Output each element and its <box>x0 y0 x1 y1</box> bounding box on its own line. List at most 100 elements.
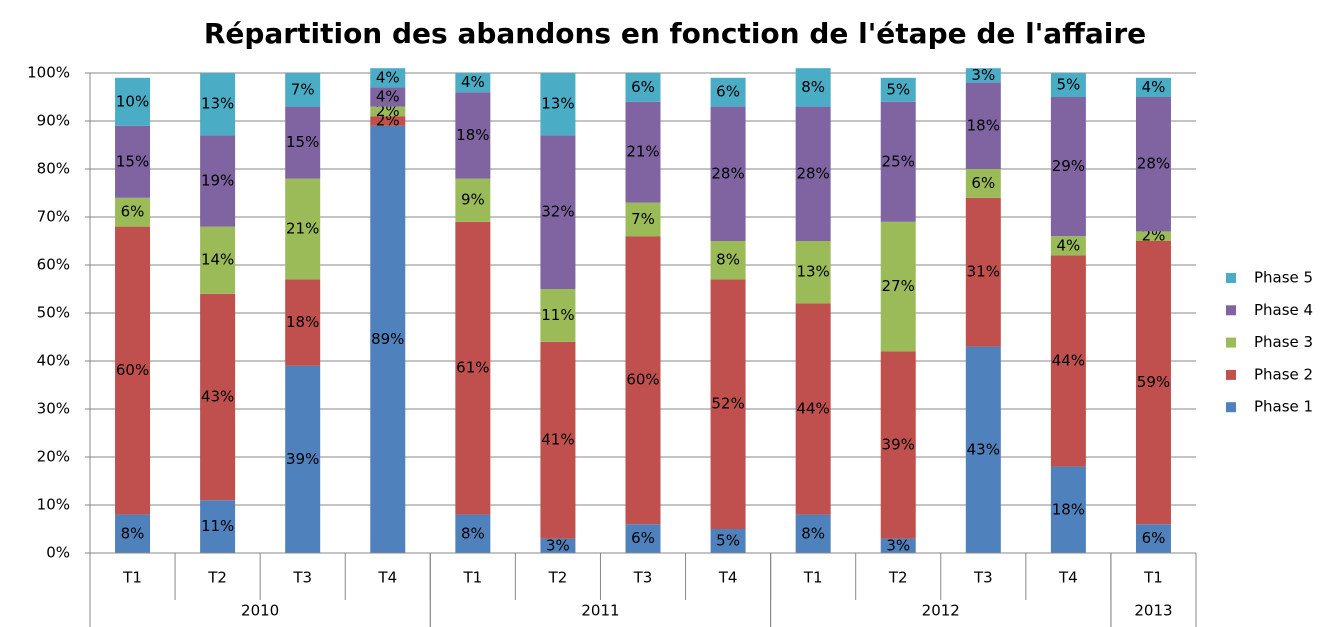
bar-segment <box>1135 97 1171 232</box>
bar-segment <box>1050 97 1086 237</box>
bar-segment <box>200 500 236 553</box>
bar-segment <box>285 178 321 280</box>
bar-segment <box>455 514 491 553</box>
bar-segment <box>710 279 746 529</box>
bar-segment <box>710 77 746 107</box>
data-label: 29% <box>1052 157 1085 175</box>
bar-segment <box>455 92 491 179</box>
data-label: 15% <box>286 133 319 151</box>
data-label: 60% <box>626 371 659 389</box>
x-tick-label: T2 <box>207 569 227 587</box>
data-label: 13% <box>201 95 234 113</box>
data-label: 11% <box>201 517 234 535</box>
data-label: 8% <box>801 78 825 96</box>
data-label: 13% <box>796 263 829 281</box>
bar-segment <box>200 135 236 227</box>
bar-segment <box>880 101 916 222</box>
data-label: 28% <box>1137 155 1170 173</box>
data-label: 25% <box>882 152 915 170</box>
bar-segment <box>710 241 746 280</box>
data-label: 7% <box>631 210 655 228</box>
data-label: 21% <box>286 220 319 238</box>
bar-segment <box>1135 524 1171 553</box>
data-label: 52% <box>711 395 744 413</box>
data-label: 3% <box>546 536 570 554</box>
bar-segment <box>795 106 831 241</box>
data-label: 32% <box>541 203 574 221</box>
x-tick-label: T1 <box>1143 569 1163 587</box>
bar-segment <box>285 73 321 107</box>
data-label: 4% <box>376 88 400 106</box>
bar-segment <box>540 341 576 539</box>
bar-segment <box>965 197 1001 347</box>
bar-segment <box>625 236 661 525</box>
bar-segment <box>965 82 1001 169</box>
bar-segment <box>455 221 491 515</box>
bar-segment <box>710 529 746 553</box>
x-tick-label: T3 <box>973 569 993 587</box>
data-label: 28% <box>711 164 744 182</box>
bar-segment <box>1135 231 1171 241</box>
group-label: 2012 <box>922 602 960 620</box>
bar-segment <box>965 346 1001 553</box>
data-label: 3% <box>886 536 910 554</box>
data-label: 59% <box>1137 373 1170 391</box>
bar-segment <box>880 351 916 539</box>
data-label: 3% <box>971 66 995 84</box>
bar-segment <box>880 77 916 102</box>
group-label: 2013 <box>1134 602 1172 620</box>
data-label: 43% <box>967 440 1000 458</box>
group-label: 2011 <box>581 602 619 620</box>
data-label: 8% <box>121 524 145 542</box>
bar-segment <box>115 514 151 553</box>
data-label: 89% <box>371 330 404 348</box>
data-label: 6% <box>631 78 655 96</box>
data-label: 44% <box>796 400 829 418</box>
bar-segment <box>370 68 406 88</box>
data-label: 14% <box>201 251 234 269</box>
legend-swatch <box>1226 369 1236 380</box>
x-tick-label: T3 <box>633 569 653 587</box>
bar-segment <box>540 73 576 136</box>
data-label: 31% <box>967 263 1000 281</box>
bar-segment <box>1050 466 1086 553</box>
y-tick-label: 50% <box>37 304 70 322</box>
bar-segment <box>795 68 831 107</box>
bar-segment <box>115 125 151 198</box>
bar-segment <box>880 538 916 553</box>
y-tick-label: 80% <box>37 160 70 178</box>
data-label: 10% <box>116 92 149 110</box>
data-label: 8% <box>801 524 825 542</box>
bar-segment <box>285 279 321 366</box>
legend-swatch <box>1226 402 1236 413</box>
bar-segment <box>965 169 1001 198</box>
y-tick-label: 90% <box>37 112 70 130</box>
x-tick-label: T3 <box>292 569 312 587</box>
legend-label: Phase 2 <box>1254 365 1313 383</box>
data-label: 61% <box>456 359 489 377</box>
data-label: 4% <box>461 73 485 91</box>
data-label: 5% <box>886 80 910 98</box>
bar-segment <box>455 73 491 93</box>
bar-segment <box>1135 241 1171 525</box>
data-label: 8% <box>716 251 740 269</box>
y-tick-label: 60% <box>37 256 70 274</box>
y-tick-label: 20% <box>37 448 70 466</box>
x-tick-label: T2 <box>548 569 568 587</box>
bar-segment <box>540 135 576 289</box>
legend-label: Phase 1 <box>1254 398 1313 416</box>
data-label: 41% <box>541 431 574 449</box>
data-label: 18% <box>967 116 1000 134</box>
bar-segment <box>625 73 661 102</box>
bar-segment <box>285 365 321 553</box>
bar-segment <box>965 68 1001 83</box>
bar-segment <box>115 77 151 126</box>
data-label: 39% <box>286 450 319 468</box>
bar-segment <box>795 241 831 304</box>
data-label: 44% <box>1052 352 1085 370</box>
data-label: 9% <box>461 191 485 209</box>
data-label: 6% <box>631 529 655 547</box>
y-tick-label: 100% <box>27 64 70 82</box>
x-tick-label: T4 <box>377 569 397 587</box>
